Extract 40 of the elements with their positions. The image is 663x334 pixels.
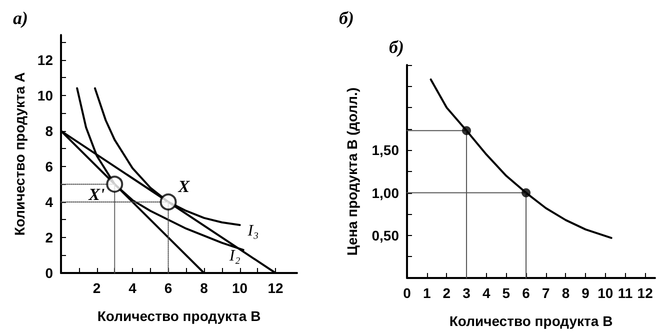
x-tick-label: 10 bbox=[232, 280, 248, 296]
x-tick-label: 4 bbox=[482, 285, 490, 301]
annotation: X' bbox=[88, 185, 105, 204]
x-tick-label: 11 bbox=[618, 285, 633, 301]
x-tick-label: 8 bbox=[200, 280, 208, 296]
text: б) bbox=[389, 37, 404, 57]
x-axis-title: Количество продукта B bbox=[449, 313, 613, 329]
x-tick-label: 7 bbox=[542, 285, 550, 301]
x-tick-label: 8 bbox=[562, 285, 570, 301]
x-tick-label: 6 bbox=[522, 285, 530, 301]
y-tick-label: 0 bbox=[45, 265, 54, 281]
y-tick-label: 4 bbox=[45, 194, 54, 210]
y-tick-label: 1,00 bbox=[372, 184, 400, 201]
x-tick-label: 5 bbox=[502, 285, 510, 301]
y-tick-label: 8 bbox=[45, 122, 54, 139]
x-tick-label: 1 bbox=[422, 285, 431, 301]
x-tick-label: 10 bbox=[598, 285, 614, 301]
x-tick-label: 6 bbox=[164, 280, 172, 296]
series-label: I₂ bbox=[228, 247, 241, 264]
x-tick-label: 3 bbox=[462, 285, 471, 301]
y-tick-label: 12 bbox=[37, 52, 54, 68]
y-tick-label: 10 bbox=[37, 87, 54, 104]
x-tick-label: 9 bbox=[582, 285, 590, 301]
x-tick-label: 2 bbox=[442, 285, 451, 301]
x-tick-label: 12 bbox=[637, 285, 654, 301]
y-tick-label: 0,50 bbox=[372, 227, 400, 244]
x-tick-label: 0 bbox=[403, 285, 412, 301]
y-tick-label: 2 bbox=[45, 229, 54, 246]
y-tick-label: 6 bbox=[45, 158, 54, 174]
chart-title: а) bbox=[13, 8, 28, 28]
y-axis-title: Количество продукта A bbox=[12, 72, 28, 236]
x-tick-label: 4 bbox=[128, 280, 137, 296]
annotation: X bbox=[177, 176, 190, 196]
y-tick-label: 1,50 bbox=[372, 142, 400, 158]
chart-title: б) bbox=[339, 8, 354, 28]
x-tick-label: 12 bbox=[268, 280, 284, 296]
y-axis-title: Цена продукта B (долл.) bbox=[344, 87, 360, 256]
x-tick-label: 2 bbox=[92, 280, 101, 296]
series-label: I₃ bbox=[246, 222, 259, 240]
x-axis-title: Количество продукта B bbox=[97, 308, 261, 324]
